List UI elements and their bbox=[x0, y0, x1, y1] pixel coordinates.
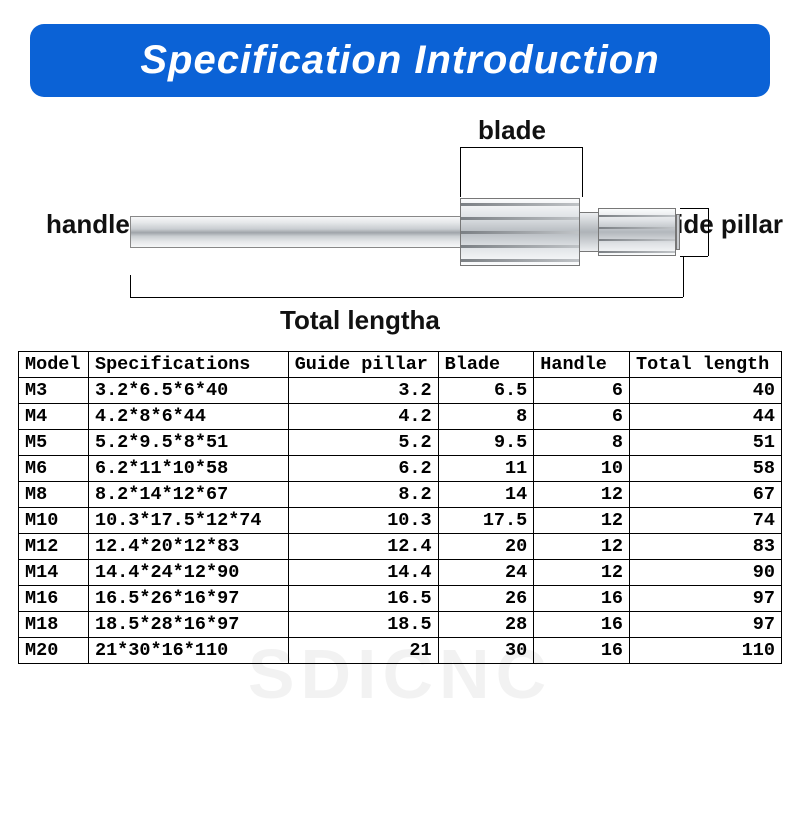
table-cell: 51 bbox=[630, 430, 782, 456]
table-cell: 14.4*24*12*90 bbox=[88, 560, 288, 586]
table-cell: 67 bbox=[630, 482, 782, 508]
table-cell: 18.5 bbox=[288, 612, 438, 638]
table-row: M33.2*6.5*6*403.26.5640 bbox=[19, 378, 782, 404]
table-row: M1010.3*17.5*12*7410.317.51274 bbox=[19, 508, 782, 534]
table-cell: 12 bbox=[534, 560, 630, 586]
table-cell: 3.2 bbox=[288, 378, 438, 404]
table-cell: 14 bbox=[438, 482, 534, 508]
table-row: M2021*30*16*110213016110 bbox=[19, 638, 782, 664]
table-cell: 17.5 bbox=[438, 508, 534, 534]
label-total-length: Total lengtha bbox=[280, 305, 440, 336]
table-cell: 16.5*26*16*97 bbox=[88, 586, 288, 612]
table-row: M88.2*14*12*678.2141267 bbox=[19, 482, 782, 508]
col-header: Model bbox=[19, 352, 89, 378]
table-cell: M20 bbox=[19, 638, 89, 664]
table-row: M44.2*8*6*444.28644 bbox=[19, 404, 782, 430]
table-cell: 28 bbox=[438, 612, 534, 638]
table-cell: 10.3*17.5*12*74 bbox=[88, 508, 288, 534]
table-row: M1818.5*28*16*9718.5281697 bbox=[19, 612, 782, 638]
table-cell: 18.5*28*16*97 bbox=[88, 612, 288, 638]
title-text: Specification Introduction bbox=[140, 38, 659, 82]
table-cell: 21 bbox=[288, 638, 438, 664]
table-cell: M6 bbox=[19, 456, 89, 482]
col-header: Blade bbox=[438, 352, 534, 378]
table-cell: 12 bbox=[534, 482, 630, 508]
col-header: Guide pillar bbox=[288, 352, 438, 378]
label-blade: blade bbox=[478, 115, 546, 146]
tool-diagram: handle blade Guide pillar Total lengtha bbox=[0, 107, 800, 347]
table-cell: M18 bbox=[19, 612, 89, 638]
table-cell: 8 bbox=[438, 404, 534, 430]
tool-guide-pillar-part bbox=[598, 208, 676, 256]
table-cell: 21*30*16*110 bbox=[88, 638, 288, 664]
table-cell: 8.2*14*12*67 bbox=[88, 482, 288, 508]
table-cell: 6.2*11*10*58 bbox=[88, 456, 288, 482]
table-cell: 16 bbox=[534, 638, 630, 664]
table-cell: 16 bbox=[534, 612, 630, 638]
table-cell: 74 bbox=[630, 508, 782, 534]
table-cell: 90 bbox=[630, 560, 782, 586]
table-cell: 6 bbox=[534, 404, 630, 430]
label-handle: handle bbox=[46, 209, 130, 240]
table-cell: 26 bbox=[438, 586, 534, 612]
col-header: Specifications bbox=[88, 352, 288, 378]
table-cell: 83 bbox=[630, 534, 782, 560]
tool-endcap bbox=[676, 214, 680, 250]
col-header: Total length bbox=[630, 352, 782, 378]
table-cell: 16 bbox=[534, 586, 630, 612]
table-cell: 8.2 bbox=[288, 482, 438, 508]
table-cell: M16 bbox=[19, 586, 89, 612]
specification-table: ModelSpecificationsGuide pillarBladeHand… bbox=[18, 351, 782, 664]
table-cell: 5.2 bbox=[288, 430, 438, 456]
table-body: M33.2*6.5*6*403.26.5640M44.2*8*6*444.286… bbox=[19, 378, 782, 664]
table-cell: 30 bbox=[438, 638, 534, 664]
table-cell: 16.5 bbox=[288, 586, 438, 612]
table-cell: 44 bbox=[630, 404, 782, 430]
table-cell: 6.2 bbox=[288, 456, 438, 482]
col-header: Handle bbox=[534, 352, 630, 378]
table-cell: M3 bbox=[19, 378, 89, 404]
table-cell: 14.4 bbox=[288, 560, 438, 586]
table-cell: M8 bbox=[19, 482, 89, 508]
table-cell: M14 bbox=[19, 560, 89, 586]
table-cell: 12.4*20*12*83 bbox=[88, 534, 288, 560]
table-cell: 9.5 bbox=[438, 430, 534, 456]
table-cell: 4.2 bbox=[288, 404, 438, 430]
table-cell: 58 bbox=[630, 456, 782, 482]
table-cell: M5 bbox=[19, 430, 89, 456]
table-cell: 12.4 bbox=[288, 534, 438, 560]
table-cell: 97 bbox=[630, 612, 782, 638]
tool-handle-part bbox=[130, 216, 460, 248]
table-row: M1212.4*20*12*8312.4201283 bbox=[19, 534, 782, 560]
table-cell: 12 bbox=[534, 534, 630, 560]
table-cell: 5.2*9.5*8*51 bbox=[88, 430, 288, 456]
table-cell: 10 bbox=[534, 456, 630, 482]
tool-neck-part bbox=[580, 212, 598, 252]
table-cell: 6.5 bbox=[438, 378, 534, 404]
table-cell: 40 bbox=[630, 378, 782, 404]
table-row: M66.2*11*10*586.2111058 bbox=[19, 456, 782, 482]
table-cell: 11 bbox=[438, 456, 534, 482]
tool-blade-part bbox=[460, 198, 580, 266]
table-cell: 97 bbox=[630, 586, 782, 612]
table-cell: 8 bbox=[534, 430, 630, 456]
table-row: M1616.5*26*16*9716.5261697 bbox=[19, 586, 782, 612]
table-cell: 12 bbox=[534, 508, 630, 534]
table-cell: 6 bbox=[534, 378, 630, 404]
table-cell: 10.3 bbox=[288, 508, 438, 534]
table-cell: M4 bbox=[19, 404, 89, 430]
table-cell: 20 bbox=[438, 534, 534, 560]
table-cell: 110 bbox=[630, 638, 782, 664]
title-banner: Specification Introduction bbox=[30, 24, 770, 97]
table-row: M55.2*9.5*8*515.29.5851 bbox=[19, 430, 782, 456]
table-cell: 3.2*6.5*6*40 bbox=[88, 378, 288, 404]
tool-illustration bbox=[130, 192, 690, 272]
table-row: M1414.4*24*12*9014.4241290 bbox=[19, 560, 782, 586]
table-cell: M12 bbox=[19, 534, 89, 560]
table-header-row: ModelSpecificationsGuide pillarBladeHand… bbox=[19, 352, 782, 378]
table-cell: M10 bbox=[19, 508, 89, 534]
table-cell: 24 bbox=[438, 560, 534, 586]
table-cell: 4.2*8*6*44 bbox=[88, 404, 288, 430]
